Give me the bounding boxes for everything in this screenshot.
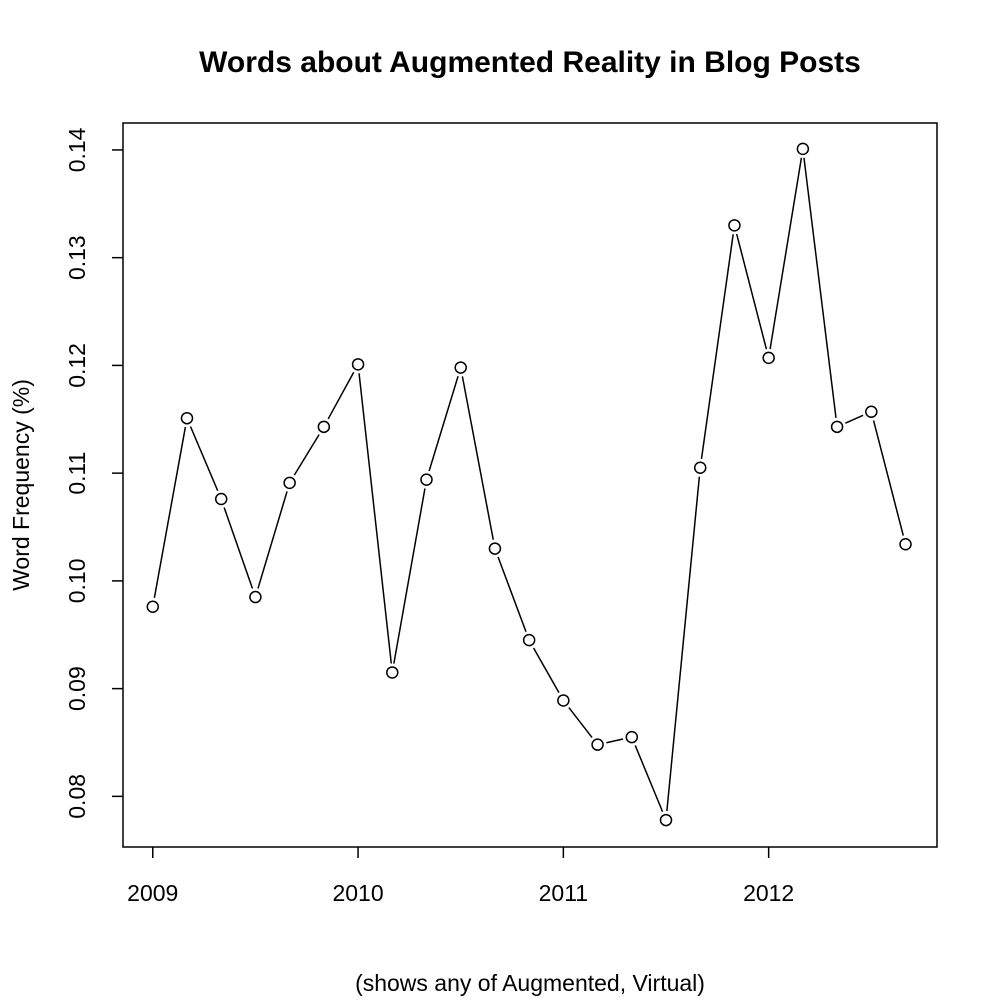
data-point [420, 473, 433, 486]
data-point [865, 405, 878, 418]
line-segment [606, 738, 624, 744]
line-segment [769, 157, 803, 350]
line-segment [845, 414, 864, 424]
y-tick-label: 0.09 [64, 666, 90, 711]
data-point [146, 600, 160, 613]
data-point [454, 361, 467, 374]
data-point [899, 538, 912, 551]
data-point [693, 461, 707, 475]
line-segment [393, 488, 426, 664]
line-segment [223, 507, 254, 589]
data-point [214, 492, 228, 506]
chart-title: Words about Augmented Reality in Blog Po… [199, 46, 861, 79]
data-point [386, 666, 399, 679]
line-segment [358, 373, 393, 664]
y-tick-label: 0.11 [64, 452, 90, 495]
y-tick-label: 0.10 [64, 559, 90, 604]
x-tick-label: 2010 [332, 880, 383, 906]
line-segment [153, 426, 187, 599]
data-point [283, 476, 296, 490]
data-point [728, 219, 741, 232]
data-point [180, 411, 194, 425]
line-segment [700, 234, 734, 459]
x-tick-label: 2009 [127, 880, 178, 906]
data-point [762, 351, 775, 365]
data-point [557, 694, 570, 707]
line-segment [497, 556, 527, 632]
line-segment [327, 371, 355, 420]
data-point [488, 542, 502, 555]
y-axis-label: Word Frequency (%) [8, 379, 34, 591]
line-segment [872, 420, 904, 536]
data-point [591, 738, 604, 751]
line-segment [532, 647, 560, 694]
data-point [522, 633, 536, 647]
line-segment [803, 157, 837, 418]
line-segment [568, 707, 593, 738]
line-segment [257, 491, 288, 589]
line-segment [293, 434, 320, 476]
line-segment [189, 426, 219, 492]
data-point [249, 590, 262, 604]
plot-frame [122, 122, 938, 848]
y-tick-label: 0.14 [64, 127, 90, 172]
line-segment [461, 376, 494, 540]
x-axis: 2009 2010 2011 2012 [127, 847, 794, 906]
data-point [317, 420, 331, 434]
y-tick-label: 0.12 [64, 343, 90, 388]
data-point [796, 142, 810, 156]
x-tick-label: 2012 [743, 880, 794, 906]
y-axis: 0.08 0.09 0.10 0.11 0.12 0.13 0.14 [64, 127, 123, 819]
line-segment [666, 476, 701, 812]
data-point [351, 358, 365, 371]
data-point [625, 730, 639, 744]
y-tick-label: 0.08 [64, 774, 90, 819]
line-segment [634, 745, 664, 813]
line-segment [735, 233, 768, 350]
data-point [659, 813, 673, 827]
series-line [146, 142, 912, 827]
x-axis-label: (shows any of Augmented, Virtual) [355, 970, 705, 996]
data-point [830, 420, 844, 434]
x-tick-label: 2011 [539, 880, 588, 906]
line-segment [428, 375, 459, 472]
y-tick-label: 0.13 [64, 235, 90, 280]
